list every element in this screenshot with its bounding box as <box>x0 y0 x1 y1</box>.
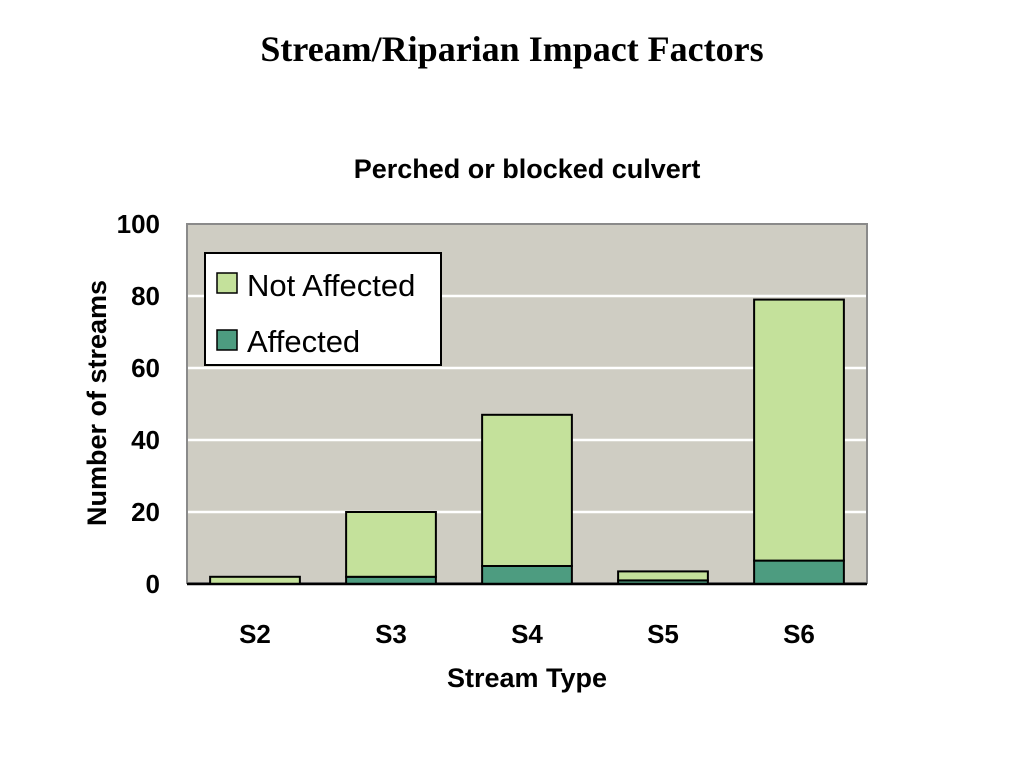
y-tick-label: 20 <box>131 497 160 527</box>
legend-label-not-affected: Not Affected <box>247 268 415 303</box>
x-tick-label-s2: S2 <box>239 619 271 649</box>
x-tick-label-s4: S4 <box>511 619 543 649</box>
bar-affected-s6 <box>753 559 845 585</box>
bars <box>209 298 845 586</box>
slide-title: Stream/Riparian Impact Factors <box>260 29 764 69</box>
legend-label-affected: Affected <box>247 324 360 359</box>
bar-not-affected-s6 <box>753 298 845 562</box>
legend: Not Affected Affected <box>204 252 442 366</box>
y-tick-label: 80 <box>131 281 160 311</box>
legend-swatch-affected <box>216 329 238 351</box>
x-axis-title: Stream Type <box>447 663 607 693</box>
bar-not-affected-s4 <box>481 413 573 567</box>
bar-affected-s4 <box>481 565 573 585</box>
y-tick-label: 60 <box>131 353 160 383</box>
chart-title: Perched or blocked culvert <box>354 154 701 184</box>
x-tick-label-s5: S5 <box>647 619 679 649</box>
legend-swatch-not-affected <box>216 272 238 294</box>
x-axis-ticks: S2 S3 S4 S5 S6 <box>239 619 815 649</box>
bar-not-affected-s3 <box>345 511 437 578</box>
y-tick-label: 0 <box>146 569 160 599</box>
bar-not-affected-s5 <box>617 570 709 582</box>
y-tick-label: 100 <box>117 209 160 239</box>
legend-box <box>204 252 442 366</box>
y-tick-label: 40 <box>131 425 160 455</box>
y-axis-title: Number of streams <box>82 280 112 526</box>
x-tick-label-s3: S3 <box>375 619 407 649</box>
y-axis-ticks: 0 20 40 60 80 100 <box>117 209 160 599</box>
x-tick-label-s6: S6 <box>783 619 815 649</box>
